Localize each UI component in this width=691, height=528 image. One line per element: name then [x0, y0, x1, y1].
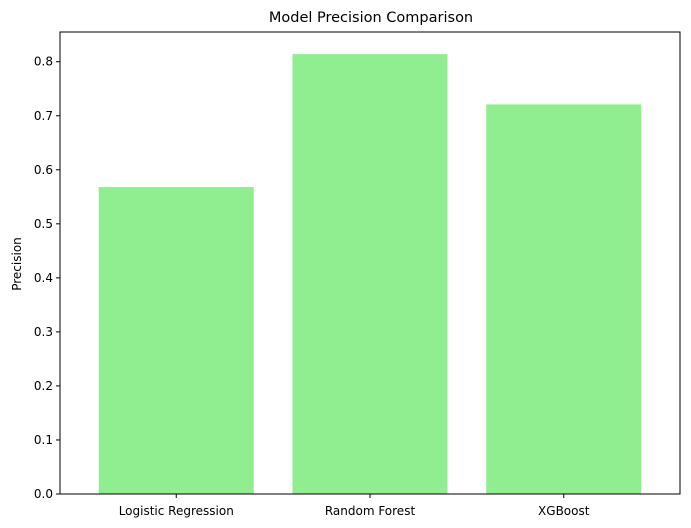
- y-tick-label: 0.1: [34, 433, 53, 447]
- y-tick-label: 0.7: [34, 109, 53, 123]
- y-tick-label: 0.8: [34, 55, 53, 69]
- y-tick-label: 0.2: [34, 379, 53, 393]
- x-tick-label: Random Forest: [325, 504, 416, 518]
- plot-frame: [59, 31, 681, 495]
- bars-group: [98, 54, 642, 495]
- y-tick-label: 0.6: [34, 163, 53, 177]
- y-tick-label: 0.3: [34, 325, 53, 339]
- y-tick-label: 0.4: [34, 271, 53, 285]
- y-tick-label: 0.0: [34, 487, 53, 501]
- y-axis-ticks: 0.0 0.1 0.2 0.3 0.4 0.5 0.6 0.7 0.8: [34, 55, 60, 501]
- bar-logistic-regression: [98, 187, 254, 495]
- x-axis-ticks: Logistic Regression Random Forest XGBoost: [119, 494, 590, 518]
- x-tick-label: Logistic Regression: [119, 504, 234, 518]
- bar-random-forest: [292, 54, 448, 494]
- y-axis-label: Precision: [10, 237, 24, 291]
- chart-title: Model Precision Comparison: [269, 10, 473, 26]
- y-tick-label: 0.5: [34, 217, 53, 231]
- bar-xgboost: [486, 104, 642, 495]
- x-tick-label: XGBoost: [538, 504, 590, 518]
